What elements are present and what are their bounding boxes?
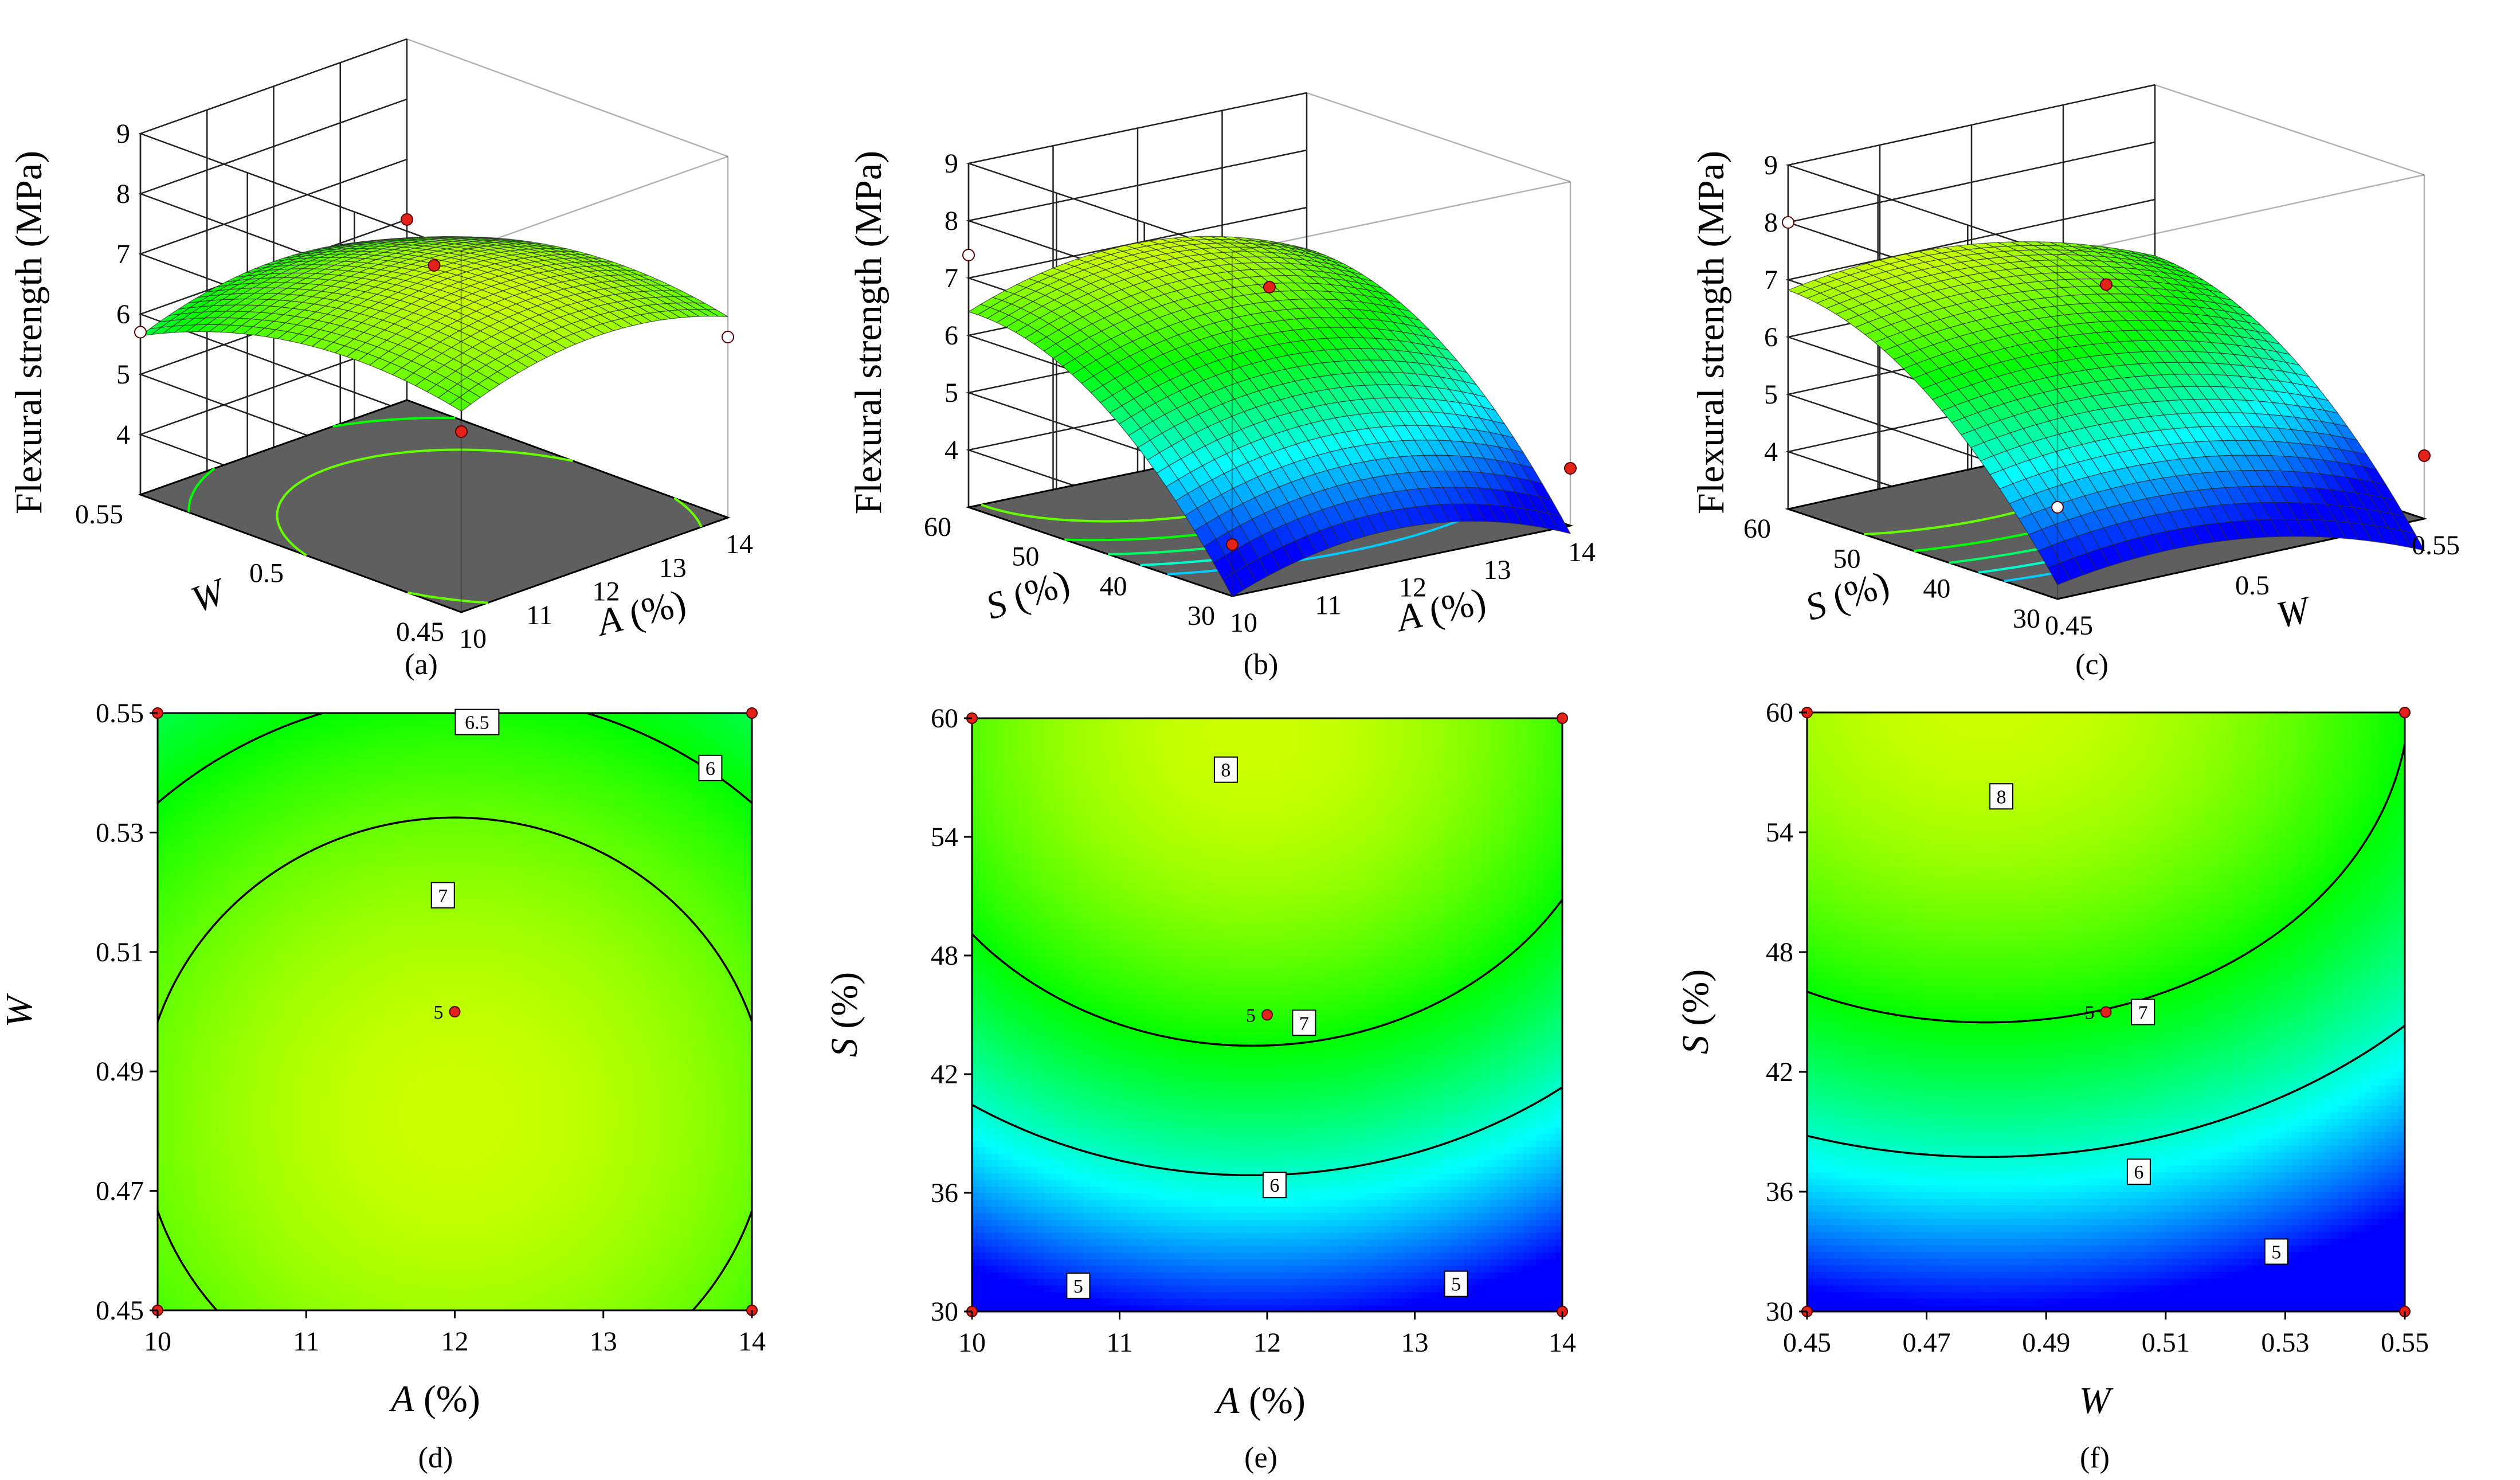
surface-b-design-point [1226, 539, 1238, 550]
surface-a-z-tick-label: 5 [116, 359, 130, 390]
surface-a-y-tick-label: 0.55 [75, 499, 123, 530]
surface-a-x-tick-label: 10 [459, 624, 487, 654]
surface-a-x-tick-label: 11 [526, 600, 552, 631]
surface-a-design-point [456, 426, 467, 437]
surface-b-x-tick-label: 11 [1315, 590, 1341, 620]
surface-a-z-tick-label: 6 [116, 299, 130, 330]
surface-a-y-tick-label: 0.5 [249, 558, 284, 589]
surface-a-z-axis-title: Flexural strength (MPa) [8, 151, 50, 514]
surface-a-design-point [722, 331, 734, 343]
surface-a-design-point [401, 214, 413, 225]
surface-a-z-tick-label: 7 [116, 239, 130, 269]
surface-b-z-tick-label: 6 [944, 320, 958, 351]
surface-b-x-tick-label: 14 [1568, 537, 1596, 567]
surface-a-z-tick-label: 4 [116, 420, 130, 450]
surface-a-design-point [135, 327, 146, 338]
surface-a-design-point [429, 260, 440, 271]
surface-b-x-tick-label: 13 [1484, 555, 1511, 585]
surface-b-x-tick-label: 10 [1230, 608, 1257, 638]
surface-a-z-tick-label: 9 [116, 119, 130, 149]
surface-a-y-tick-label: 0.45 [396, 617, 444, 647]
surface-b-z-tick-label: 9 [944, 148, 958, 179]
surface-a-x-tick-label: 13 [659, 553, 687, 583]
surface-a-z-tick-label: 8 [116, 179, 130, 209]
surface-b-z-tick-label: 8 [944, 206, 958, 236]
surface-b-z-tick-label: 5 [944, 378, 958, 408]
surface-b-z-tick-label: 7 [944, 263, 958, 293]
surface-b-design-point [1565, 463, 1576, 474]
surface-b-y-tick-label: 40 [1100, 571, 1127, 601]
surface-b-y-tick-label: 60 [924, 512, 951, 542]
surface-a-x-tick-label: 14 [726, 529, 753, 559]
figure: 45678910111213140.450.50.55A (%)WFlexura… [0, 0, 2520, 1480]
surface-b-y-tick-label: 50 [1012, 542, 1039, 572]
surface-b-y-tick-label: 30 [1188, 601, 1215, 631]
surface-b-design-point [1264, 281, 1275, 293]
surface-b-design-point [963, 249, 974, 261]
surface-b-z-axis-title: Flexural strength (MPa) [848, 151, 889, 514]
surface-b-z-tick-label: 4 [944, 435, 958, 465]
